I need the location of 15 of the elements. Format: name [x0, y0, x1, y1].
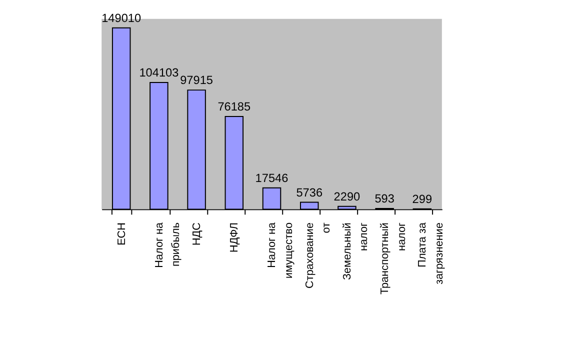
data-label: 299 [412, 192, 432, 206]
data-label: 76185 [218, 100, 252, 114]
x-tick-label: Страхование от [304, 222, 333, 288]
x-tick-label: НДФЛ [228, 222, 241, 252]
x-tick-label: ЕСН [116, 222, 128, 246]
x-tick-label: НДС [191, 222, 204, 246]
data-label: 2290 [334, 189, 361, 204]
data-label: 149010 [102, 10, 142, 25]
data-label: 5736 [296, 185, 323, 200]
data-label: 17546 [255, 170, 289, 185]
x-tick-label: Налог на прибыль [153, 222, 182, 268]
x-tick-label: Налог на имущество [266, 222, 295, 278]
data-label: 97915 [180, 73, 214, 88]
data-label: 593 [374, 192, 395, 206]
data-label: 104103 [139, 66, 180, 80]
